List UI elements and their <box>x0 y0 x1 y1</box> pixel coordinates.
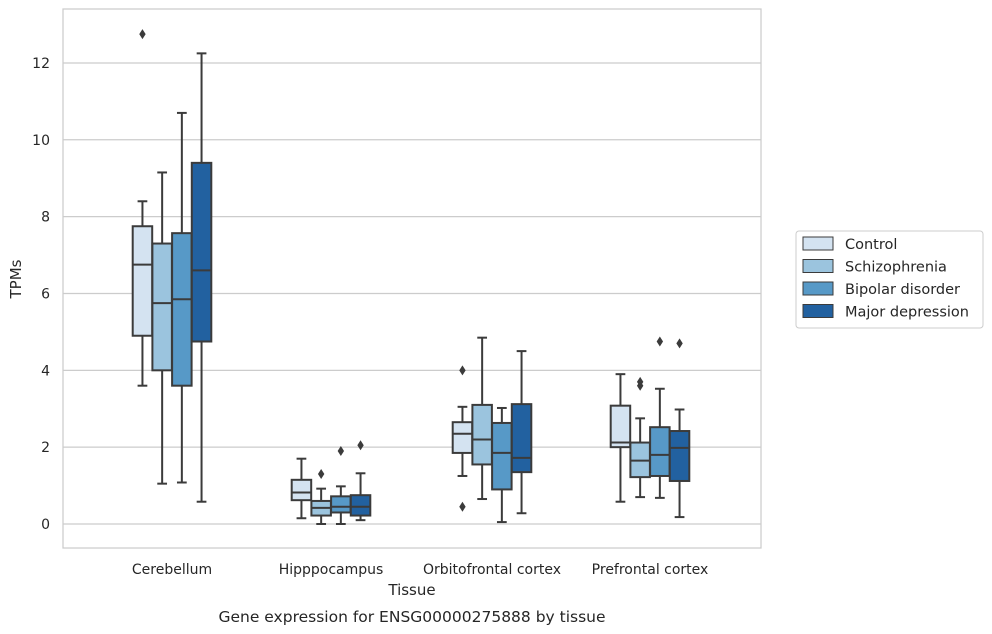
legend-swatch <box>802 236 834 251</box>
iqr-box <box>151 242 173 372</box>
legend-label: Control <box>845 237 897 253</box>
outlier-point <box>656 336 664 347</box>
y-tick-label: 10 <box>32 133 50 149</box>
box-major-depression <box>349 440 372 522</box>
legend-swatch <box>802 281 834 296</box>
x-tick-labels: Cerebellum Hipppocampus Orbitofrontal cort… <box>132 562 708 578</box>
y-tick-labels: 0 2 4 6 8 10 12 <box>32 56 50 533</box>
box-control <box>609 373 632 503</box>
outlier-point <box>636 376 644 387</box>
iqr-box <box>471 403 493 466</box>
iqr-box <box>131 225 154 337</box>
plot-frame <box>62 8 762 549</box>
iqr-box <box>290 478 313 502</box>
box-major-depression <box>668 338 691 519</box>
legend-swatch <box>802 259 834 273</box>
outlier-point <box>337 446 345 457</box>
box-major-depression <box>510 350 533 515</box>
outlier-point <box>139 29 146 40</box>
box-control <box>451 365 474 512</box>
iqr-box <box>668 430 691 482</box>
x-tick-label: Cerebellum <box>132 562 212 578</box>
outlier-point <box>459 365 466 376</box>
iqr-box <box>349 494 372 517</box>
y-tick-label: 6 <box>41 286 50 302</box>
y-tick-label: 4 <box>41 363 50 379</box>
iqr-box <box>330 495 352 514</box>
iqr-box <box>190 161 213 343</box>
iqr-box <box>649 426 671 477</box>
box-schizophrenia <box>151 171 173 485</box>
y-tick-label: 0 <box>41 517 50 533</box>
x-tick-label: Hipppocampus <box>279 562 384 578</box>
x-axis-label: Tissue <box>387 581 435 599</box>
box-control <box>290 457 313 520</box>
box-bipolar-disorder <box>330 446 352 525</box>
outlier-point <box>317 469 325 480</box>
box-layer <box>131 29 691 525</box>
box-bipolar-disorder <box>649 336 671 499</box>
outlier-point <box>676 338 683 349</box>
box-schizophrenia <box>629 376 651 499</box>
box-bipolar-disorder <box>491 406 513 524</box>
iqr-box <box>451 421 474 454</box>
legend: Control Schizophrenia Bipolar disorder Majo… <box>795 230 984 329</box>
outlier-point <box>459 501 466 512</box>
iqr-box <box>510 403 533 474</box>
y-tick-label: 8 <box>41 210 50 226</box>
y-tick-label: 2 <box>41 440 50 456</box>
x-tick-label: Prefrontal cortex <box>592 562 709 578</box>
box-bipolar-disorder <box>171 111 193 484</box>
iqr-box <box>171 232 193 387</box>
box-schizophrenia <box>471 336 493 501</box>
outlier-point <box>357 440 364 451</box>
legend-label: Major depression <box>845 305 969 321</box>
box-control <box>131 29 154 387</box>
legend-frame <box>795 230 984 329</box>
iqr-box <box>609 404 632 449</box>
legend-swatch <box>802 304 834 318</box>
box-major-depression <box>190 52 213 503</box>
y-axis-label: TPMs <box>7 259 25 299</box>
x-tick-label: Orbitofrontal cortex <box>423 562 561 578</box>
legend-label: Schizophrenia <box>845 260 947 276</box>
box-schizophrenia <box>310 469 332 525</box>
y-tick-label: 12 <box>32 56 50 72</box>
iqr-box <box>491 421 513 491</box>
legend-label: Bipolar disorder <box>845 282 960 298</box>
chart-caption: Gene expression for ENSG00000275888 by t… <box>218 608 605 626</box>
